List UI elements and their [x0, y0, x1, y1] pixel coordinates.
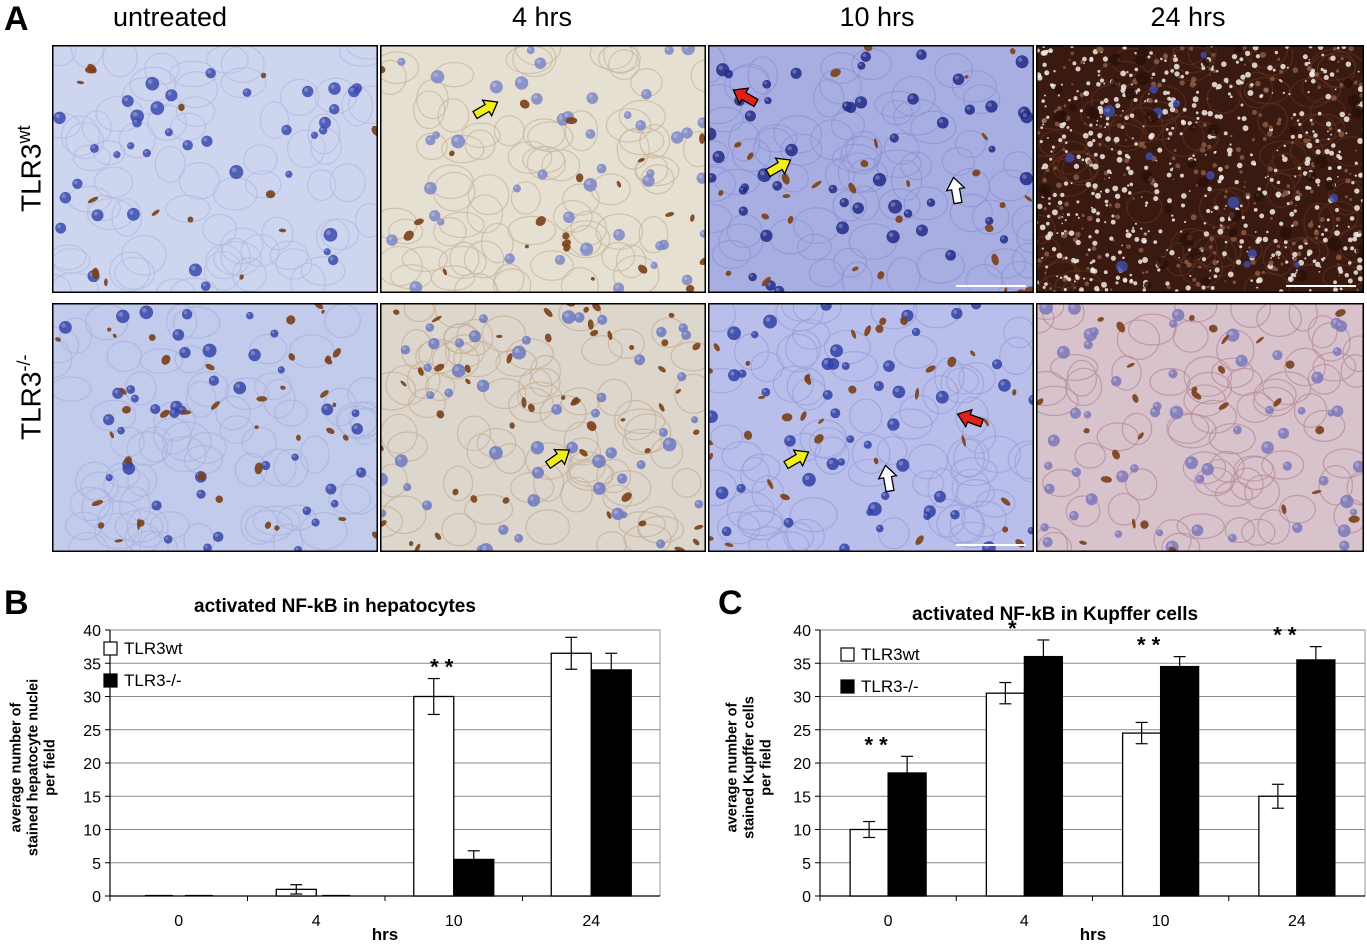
chart-b-hepatocytes: 0 5 10 15 20 25 30 35 40 0 4 10 24 * * TLR3wt TLR3-/- hr…	[83, 623, 661, 944]
y-tick-label: 25	[793, 723, 811, 740]
bar-ko-24	[1296, 659, 1336, 897]
bar-wt-0	[849, 828, 889, 897]
error-bar	[427, 677, 440, 716]
y-tick-label: 20	[83, 756, 101, 773]
y-tick-label: 15	[793, 789, 811, 806]
error-bar	[290, 884, 303, 895]
y-tick-label: 15	[83, 789, 101, 806]
bar-ko-0	[887, 772, 927, 897]
y-tick-label: 0	[802, 889, 811, 906]
column-header-untreated: untreated	[112, 2, 228, 32]
error-bar	[467, 850, 480, 869]
legend-label: TLR3wt	[861, 645, 920, 664]
bar-wt-24	[550, 652, 592, 897]
panel-a-letter: A	[4, 0, 29, 38]
y-tick-label: 30	[793, 690, 811, 707]
y-tick-label: 10	[83, 823, 101, 840]
error-bar	[565, 636, 578, 670]
bar-wt-24	[1258, 795, 1298, 897]
y-tick-label: 10	[793, 823, 811, 840]
legend-swatch	[103, 641, 118, 656]
panel-b-letter: B	[4, 584, 29, 622]
micrograph-r1-c2	[380, 45, 706, 293]
column-header-24hrs: 24 hrs	[1150, 2, 1226, 32]
x-tick-label: 24	[582, 913, 600, 930]
y-tick-label: 40	[793, 623, 811, 640]
legend-swatch	[840, 647, 855, 662]
x-axis-label: hrs	[1080, 925, 1106, 944]
row-label-tlr3-ko: TLR3-/-	[14, 354, 47, 440]
micrograph-r1-c4	[1036, 45, 1364, 293]
x-axis-label: hrs	[372, 925, 398, 944]
significance-annotation: *	[1008, 620, 1017, 641]
row-label-tlr3-wt: TLR3wt	[14, 125, 47, 212]
chart-c-title: activated NF-kB in Kupffer cells	[911, 604, 1199, 625]
bar-ko-24	[590, 669, 632, 897]
micrograph-r2-c2	[380, 303, 706, 552]
chart-b-title: activated NF-kB in hepatocytes	[194, 596, 476, 617]
x-tick-label: 0	[174, 913, 183, 930]
y-tick-label: 0	[92, 889, 101, 906]
error-bar	[1037, 639, 1050, 674]
bar-ko-4	[1023, 655, 1064, 897]
micrograph-r1-c3	[708, 45, 1034, 293]
y-tick-label: 25	[83, 723, 101, 740]
error-bar	[1271, 783, 1284, 809]
y-tick-label: 20	[793, 756, 811, 773]
y-tick-label: 5	[802, 856, 811, 873]
error-bar	[999, 681, 1012, 705]
significance-annotation: * *	[1137, 633, 1161, 658]
bar-wt-10	[413, 695, 455, 897]
bar-ko-10	[1159, 665, 1200, 897]
error-bar	[901, 755, 914, 791]
x-tick-label: 10	[445, 913, 463, 930]
significance-annotation: * *	[430, 655, 454, 680]
legend: TLR3wt TLR3-/-	[840, 645, 920, 696]
x-tick-label: 4	[1020, 913, 1029, 930]
y-tick-label: 40	[83, 623, 101, 640]
bar-wt-10	[1121, 732, 1162, 897]
chart-b-ylabel: average number of stained hepatocyte nucl…	[8, 678, 59, 857]
error-bar	[1173, 655, 1186, 678]
micrograph-r1-c1	[52, 45, 378, 293]
x-tick-label: 24	[1288, 913, 1306, 930]
y-tick-label: 35	[793, 656, 811, 673]
x-tick-label: 0	[884, 913, 893, 930]
error-bar	[1135, 721, 1148, 745]
chart-c-ylabel: average number of stained Kupffer cells pe…	[724, 696, 775, 839]
micrograph-r2-c1	[52, 303, 378, 552]
error-bar	[1309, 646, 1322, 674]
legend: TLR3wt TLR3-/-	[103, 639, 183, 690]
legend-label: TLR3-/-	[861, 677, 919, 696]
column-header-4hrs: 4 hrs	[511, 2, 573, 32]
error-bar	[605, 652, 618, 688]
legend-label: TLR3wt	[124, 639, 183, 658]
micrograph-r2-c3	[708, 303, 1034, 552]
legend-swatch	[840, 679, 855, 694]
x-tick-label: 10	[1152, 913, 1170, 930]
micrograph-r2-c4	[1036, 303, 1364, 552]
y-tick-label: 35	[83, 656, 101, 673]
y-tick-label: 30	[83, 690, 101, 707]
x-tick-label: 4	[312, 913, 321, 930]
panel-c-letter: C	[718, 584, 743, 622]
y-tick-label: 5	[92, 856, 101, 873]
legend-swatch	[103, 673, 118, 688]
significance-annotation: * *	[1273, 623, 1297, 648]
legend-label: TLR3-/-	[124, 671, 182, 690]
significance-annotation: * *	[865, 732, 889, 757]
error-bar	[863, 820, 876, 839]
column-header-10hrs: 10 hrs	[839, 2, 915, 32]
bar-wt-4	[985, 692, 1026, 897]
